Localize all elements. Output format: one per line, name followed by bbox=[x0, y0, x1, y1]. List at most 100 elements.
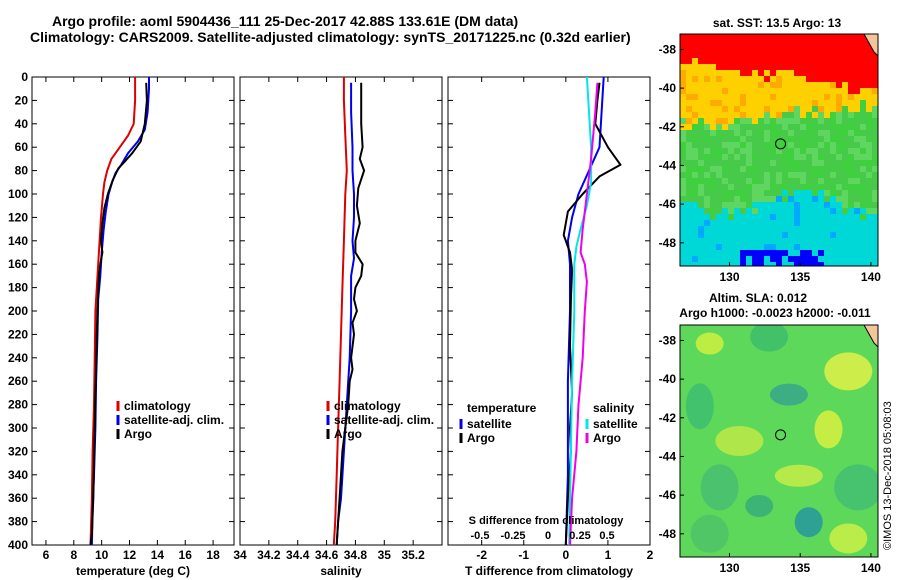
xtick2-label: 0.5 bbox=[599, 530, 614, 542]
xtick-label: 35 bbox=[378, 548, 392, 562]
map-xtick-label: 140 bbox=[861, 561, 881, 575]
xtick-label: 14 bbox=[151, 548, 165, 562]
legend-label: climatology bbox=[124, 399, 191, 413]
series-argo-temperature bbox=[89, 82, 148, 546]
xtick-label: 34.2 bbox=[257, 548, 281, 562]
ytick-label: 240 bbox=[8, 351, 28, 365]
legend-header-temperature: temperature bbox=[467, 401, 537, 415]
series-clim-salinity bbox=[332, 77, 348, 546]
argo-location-marker bbox=[775, 429, 787, 441]
ytick-label: 260 bbox=[8, 374, 28, 388]
ytick-label: 320 bbox=[8, 444, 28, 458]
map-frame-sst-map bbox=[679, 33, 879, 267]
xtick-label: 0 bbox=[562, 548, 569, 562]
ytick-label: 40 bbox=[15, 117, 29, 131]
chart-title-line2: Climatology: CARS2009. Satellite-adjuste… bbox=[30, 29, 631, 45]
map-title-sla: Altim. SLA: 0.012 bbox=[709, 291, 807, 305]
xtick-label: 35.2 bbox=[401, 548, 425, 562]
legend-label: satellite-adj. clim. bbox=[124, 413, 224, 427]
ytick-label: 120 bbox=[8, 210, 28, 224]
ytick-label: 280 bbox=[8, 398, 28, 412]
legend-label: satellite bbox=[467, 417, 512, 431]
map-ytick-label: -40 bbox=[659, 372, 677, 386]
legend-label: Argo bbox=[124, 427, 152, 441]
xtick-label: 8 bbox=[70, 548, 77, 562]
ytick-label: 200 bbox=[8, 304, 28, 318]
xtick-label: 34.8 bbox=[344, 548, 368, 562]
xtick2-label: -0.5 bbox=[471, 530, 490, 542]
map-xtick-label: 130 bbox=[719, 561, 739, 575]
coastline-shape bbox=[863, 325, 878, 348]
xtick-label: -1 bbox=[518, 548, 529, 562]
ytick-label: 80 bbox=[15, 164, 29, 178]
map-xtick-label: 130 bbox=[719, 270, 739, 284]
map-frame-sla-map bbox=[679, 324, 879, 558]
xtick-label: 12 bbox=[123, 548, 137, 562]
series-clim-temperature bbox=[89, 77, 137, 546]
map-title-sst: sat. SST: 13.5 Argo: 13 bbox=[713, 16, 842, 30]
legend-label: climatology bbox=[334, 399, 401, 413]
ytick-label: 140 bbox=[8, 234, 28, 248]
xtick-label: 34 bbox=[233, 548, 247, 562]
xtick2-label: 0 bbox=[545, 530, 551, 542]
ytick-label: 300 bbox=[8, 421, 28, 435]
legend-label: Argo bbox=[593, 431, 621, 445]
legend-header-salinity: salinity bbox=[593, 401, 635, 415]
chart-title-line1: Argo profile: aoml 5904436_111 25-Dec-20… bbox=[52, 13, 519, 29]
map-subtitle-sla: Argo h1000: -0.0023 h2000: -0.011 bbox=[679, 306, 871, 320]
xtick-label: -2 bbox=[476, 548, 487, 562]
map-xtick-label: 135 bbox=[790, 561, 810, 575]
series-argo_s-difference bbox=[569, 82, 599, 546]
ytick-label: 400 bbox=[8, 538, 28, 552]
ytick-label: 380 bbox=[8, 515, 28, 529]
map-image-sst-map bbox=[680, 34, 878, 266]
map-xtick-label: 135 bbox=[790, 270, 810, 284]
legend-label: satellite bbox=[593, 417, 638, 431]
panel-frame-difference bbox=[447, 76, 651, 546]
xtick2-label: -0.25 bbox=[500, 530, 525, 542]
series-argo-difference bbox=[562, 82, 622, 546]
xtick-label: 2 bbox=[647, 548, 654, 562]
map-image-sla-map bbox=[680, 325, 878, 557]
map-ytick-label: -46 bbox=[659, 197, 677, 211]
legend-label: Argo bbox=[334, 427, 362, 441]
xtick-label: 34.6 bbox=[315, 548, 339, 562]
legend-label: Argo bbox=[467, 431, 495, 445]
map-ytick-label: -38 bbox=[659, 42, 677, 56]
xtick-label: 10 bbox=[95, 548, 109, 562]
map-ytick-label: -42 bbox=[659, 120, 677, 134]
xtick-label: 6 bbox=[43, 548, 50, 562]
ytick-label: 160 bbox=[8, 257, 28, 271]
xtick-label: 34.4 bbox=[286, 548, 310, 562]
ytick-label: 100 bbox=[8, 187, 28, 201]
map-ytick-label: -42 bbox=[659, 411, 677, 425]
xlabel-difference: T difference from climatology bbox=[465, 564, 633, 578]
map-ytick-label: -40 bbox=[659, 81, 677, 95]
series-sat-difference bbox=[564, 76, 605, 546]
map-ytick-label: -46 bbox=[659, 488, 677, 502]
timestamp-stamp: ©IMOS 13-Dec-2018 05:08:03 bbox=[882, 401, 894, 550]
ytick-label: 20 bbox=[15, 93, 29, 107]
coastline-shape bbox=[863, 34, 878, 57]
xlabel-salinity: salinity bbox=[320, 564, 362, 578]
ytick-label: 60 bbox=[15, 140, 29, 154]
xtick-label: 16 bbox=[179, 548, 193, 562]
series-argo-salinity bbox=[335, 82, 366, 546]
ytick-label: 360 bbox=[8, 491, 28, 505]
map-xtick-label: 140 bbox=[861, 270, 881, 284]
xtick-label: 18 bbox=[206, 548, 220, 562]
xlabel-temperature: temperature (deg C) bbox=[76, 564, 190, 578]
ytick-label: 220 bbox=[8, 327, 28, 341]
map-ytick-label: -48 bbox=[659, 236, 677, 250]
xtick2-label: 0.25 bbox=[569, 530, 590, 542]
ytick-label: 340 bbox=[8, 468, 28, 482]
ytick-label: 180 bbox=[8, 281, 28, 295]
series-sat_s-difference bbox=[568, 76, 593, 546]
map-ytick-label: -44 bbox=[659, 158, 677, 172]
argo-location-marker bbox=[775, 138, 787, 150]
xtick-label: 1 bbox=[605, 548, 612, 562]
ytick-label: 0 bbox=[21, 70, 28, 84]
map-ytick-label: -48 bbox=[659, 527, 677, 541]
legend-label: satellite-adj. clim. bbox=[334, 413, 434, 427]
